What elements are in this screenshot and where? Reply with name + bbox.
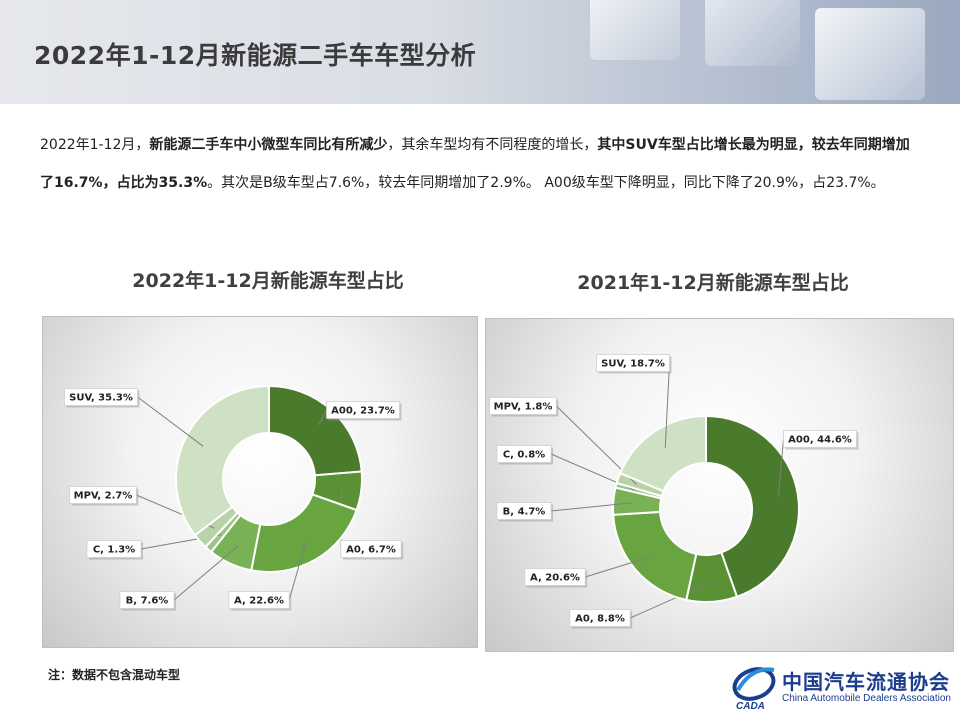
donut-chart-2021: A00, 44.6% A0, 8.8% A, 20.6% B, 4.7% C, 0.8%… (489, 354, 859, 629)
summary-bold-text: 其中SUV车型占比增长最为明显，较去年同期增加了16.7%，占比为35.3% (40, 137, 910, 191)
data-label-suv: SUV, 18.7% (601, 359, 665, 370)
page-title: 2022年1-12月新能源二手车车型分析 (34, 41, 477, 70)
summary-bold-text: 新能源二手车中小微型车同比有所减少 (149, 137, 388, 153)
data-label-box (496, 502, 552, 520)
leader-line (173, 545, 239, 601)
data-label-b: B, 7.6% (126, 596, 169, 607)
header-banner (0, 0, 960, 104)
data-label-c: C, 1.3% (93, 545, 135, 556)
data-label-a: A, 20.6% (530, 573, 580, 584)
leader-line (664, 362, 670, 448)
donut-chart-2022: A00, 23.7% A0, 6.7% A, 22.6% B, 7.6% C, 1.3%… (64, 384, 404, 611)
chart-panel-2022: A00, 23.7% A0, 6.7% A, 22.6% B, 7.6% C, 1.3%… (42, 316, 478, 648)
data-label-box (69, 486, 137, 504)
data-label-c: C, 0.8% (503, 450, 545, 461)
data-label-box (86, 540, 142, 558)
data-label-box (326, 401, 400, 419)
data-label-a0: A0, 6.7% (346, 545, 396, 556)
leader-line (629, 581, 711, 619)
footnote: 注：数据不包含混动车型 (48, 668, 181, 682)
leader-line (550, 502, 633, 512)
cada-logo: CADA 中国汽车流通协会 China Automobile Dealers A… (730, 660, 955, 712)
decorative-cube (705, 0, 800, 66)
data-label-suv: SUV, 35.3% (69, 393, 133, 404)
data-label-mpv: MPV, 2.7% (74, 491, 133, 502)
data-label-box (783, 430, 857, 448)
leader-line (585, 556, 651, 578)
data-label-box (569, 609, 631, 627)
leader-line (288, 542, 306, 601)
data-label-box (340, 540, 402, 558)
data-label-b: B, 4.7% (503, 507, 546, 518)
donut-slice-a00 (705, 414, 800, 598)
logo-english-name: China Automobile Dealers Association (782, 693, 951, 704)
data-label-box (228, 591, 290, 609)
data-label-a: A, 22.6% (234, 596, 284, 607)
logo-chinese-name: 中国汽车流通协会 (782, 670, 950, 694)
data-label-box (119, 591, 175, 609)
data-label-a00: A00, 44.6% (788, 435, 852, 446)
decorative-cube (590, 0, 680, 60)
donut-slice-a00 (268, 384, 363, 477)
summary-paragraph: 2022年1-12月，新能源二手车中小微型车同比有所减少，其余车型均有不同程度的… (40, 126, 920, 202)
chart-title-2022: 2022年1-12月新能源车型占比 (132, 270, 404, 292)
leader-line (777, 438, 784, 497)
data-label-box (64, 388, 138, 406)
donut-slice-suv (618, 414, 707, 493)
donut-slice-a (612, 510, 698, 602)
data-label-box (596, 354, 670, 372)
donut-slice-a (250, 493, 358, 573)
decorative-cube (815, 8, 925, 100)
logo-mark-text: CADA (736, 701, 765, 712)
chart-panel-2021: A00, 44.6% A0, 8.8% A, 20.6% B, 4.7% C, 0.8%… (485, 318, 954, 652)
data-label-a00: A00, 23.7% (331, 406, 395, 417)
data-label-box (489, 397, 557, 415)
data-label-box (524, 568, 586, 586)
summary-text: ，其余车型均有不同程度的增长， (387, 137, 598, 153)
donut-slice-suv (175, 384, 270, 537)
chart-title-2021: 2021年1-12月新能源车型占比 (577, 272, 849, 294)
data-label-a0: A0, 8.8% (575, 614, 625, 625)
data-label-mpv: MPV, 1.8% (494, 402, 553, 413)
summary-text: 。其次是B级车型占7.6%，较去年同期增加了2.9%。 A00级车型下降明显，同… (207, 175, 885, 191)
cada-logo-mark: CADA (732, 667, 776, 712)
summary-text: 2022年1-12月， (40, 137, 150, 153)
data-label-box (496, 445, 552, 463)
leader-line (318, 409, 327, 426)
leader-line (137, 396, 204, 447)
